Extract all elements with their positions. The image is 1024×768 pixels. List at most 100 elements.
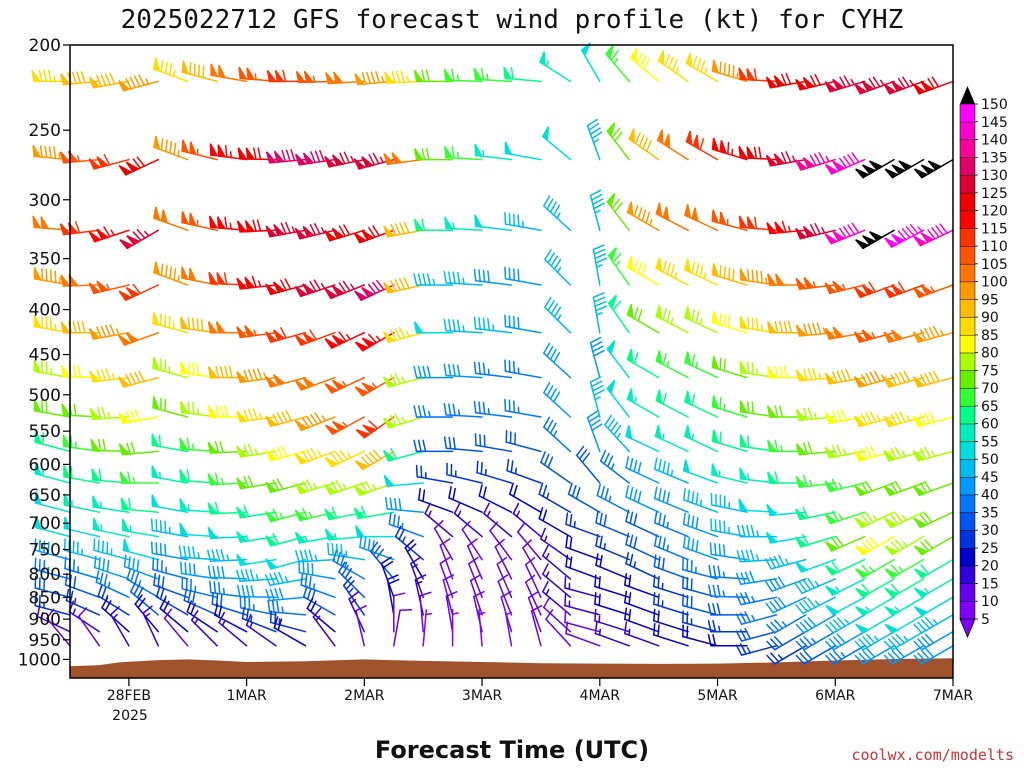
barb-flag xyxy=(543,416,551,428)
colorbar-bin xyxy=(959,547,976,567)
barb-pennant xyxy=(628,128,635,144)
barb-flag xyxy=(770,638,780,649)
wind-barb xyxy=(34,515,71,538)
barb-flag xyxy=(592,244,605,251)
barb-flag xyxy=(589,336,602,344)
wind-barb xyxy=(824,280,866,295)
x-tick-label: 6MAR xyxy=(815,688,856,704)
barb-flag xyxy=(564,575,567,589)
barb-pennant xyxy=(265,415,279,428)
barb-half-flag xyxy=(670,469,674,477)
wind-barb xyxy=(710,518,748,538)
barb-flag xyxy=(633,307,639,320)
wind-barb xyxy=(565,621,601,647)
barb-flag xyxy=(770,621,780,632)
barb-half-flag xyxy=(633,561,637,569)
barb-flag xyxy=(814,223,821,235)
credit-link[interactable]: coolwx.com/modelts xyxy=(851,746,1014,764)
barb-flag xyxy=(355,605,367,612)
barb-flag xyxy=(41,315,44,329)
barb-flag xyxy=(760,270,763,284)
barb-pennant xyxy=(294,531,307,544)
barb-flag xyxy=(482,401,486,415)
wind-barb xyxy=(565,535,601,561)
barb-pennant xyxy=(711,355,720,371)
barb-flag xyxy=(774,320,779,334)
barb-flag xyxy=(832,410,838,423)
wind-barb xyxy=(684,351,719,379)
barb-half-flag xyxy=(840,652,846,658)
barb-half-flag xyxy=(372,484,377,491)
barb-flag xyxy=(215,549,221,562)
barb-flag xyxy=(183,545,187,559)
colorbar-label: 25 xyxy=(981,541,999,557)
wind-barb xyxy=(682,593,719,616)
wind-barb xyxy=(383,413,424,429)
colorbar-label: 45 xyxy=(981,470,999,486)
barb-flag xyxy=(483,434,486,448)
barb-flag xyxy=(368,451,379,462)
wind-barb xyxy=(236,553,277,566)
barb-half-flag xyxy=(428,410,431,418)
barb-flag xyxy=(755,270,759,283)
barb-flag xyxy=(629,487,634,500)
barb-flag xyxy=(723,520,726,534)
wind-barb xyxy=(625,485,660,513)
barb-flag xyxy=(803,442,809,455)
barb-flag xyxy=(553,306,562,318)
barb-flag xyxy=(510,460,514,473)
barb-flag xyxy=(658,512,662,526)
wind-barb xyxy=(110,606,130,647)
wind-barb xyxy=(883,511,925,529)
wind-barb xyxy=(545,609,572,647)
colorbar-label: 115 xyxy=(981,221,1008,237)
wind-barb xyxy=(606,192,630,232)
barb-flag xyxy=(707,603,712,616)
barb-flag xyxy=(403,277,410,289)
barb-shaft xyxy=(773,630,807,651)
barb-flag xyxy=(96,75,103,87)
wind-barb xyxy=(306,597,336,633)
barb-flag xyxy=(136,559,140,572)
barb-flag xyxy=(424,502,431,515)
x-tick-label: 2MAR xyxy=(344,688,385,704)
barb-flag xyxy=(54,270,57,284)
barb-shaft xyxy=(239,607,277,616)
barb-flag xyxy=(542,509,548,522)
barb-flag xyxy=(770,652,780,663)
wind-barb xyxy=(33,399,71,418)
barb-half-flag xyxy=(226,554,230,562)
barb-flag xyxy=(654,457,658,470)
barb-flag xyxy=(425,147,430,161)
barb-flag xyxy=(633,352,639,365)
barb-pennant xyxy=(692,134,700,150)
colorbar-bin xyxy=(959,157,976,176)
barb-pennant xyxy=(207,526,219,539)
barb-shaft xyxy=(921,645,954,665)
barb-flag xyxy=(829,638,839,649)
barb-flag xyxy=(633,204,639,218)
barb-pennant xyxy=(711,137,720,153)
barb-half-flag xyxy=(616,432,621,439)
barb-shaft xyxy=(497,580,513,616)
barb-pennant xyxy=(188,267,197,282)
barb-flag xyxy=(633,459,638,473)
barb-flag xyxy=(335,451,344,463)
y-tick-label: 800 xyxy=(29,565,61,585)
barb-shaft xyxy=(538,517,572,538)
barb-pennant xyxy=(244,220,256,233)
barb-pennant xyxy=(883,286,898,299)
barb-half-flag xyxy=(344,561,348,569)
barb-flag xyxy=(100,74,107,87)
barb-flag xyxy=(868,77,877,89)
barb-flag xyxy=(221,566,225,579)
barb-half-flag xyxy=(751,596,756,603)
barb-flag xyxy=(331,453,340,465)
barb-shaft xyxy=(134,603,160,633)
barb-flag xyxy=(192,546,196,559)
barb-flag xyxy=(80,71,86,84)
barb-flag xyxy=(586,410,598,419)
wind-barb xyxy=(855,596,895,617)
barb-flag xyxy=(164,139,168,153)
barb-flag xyxy=(586,118,598,127)
